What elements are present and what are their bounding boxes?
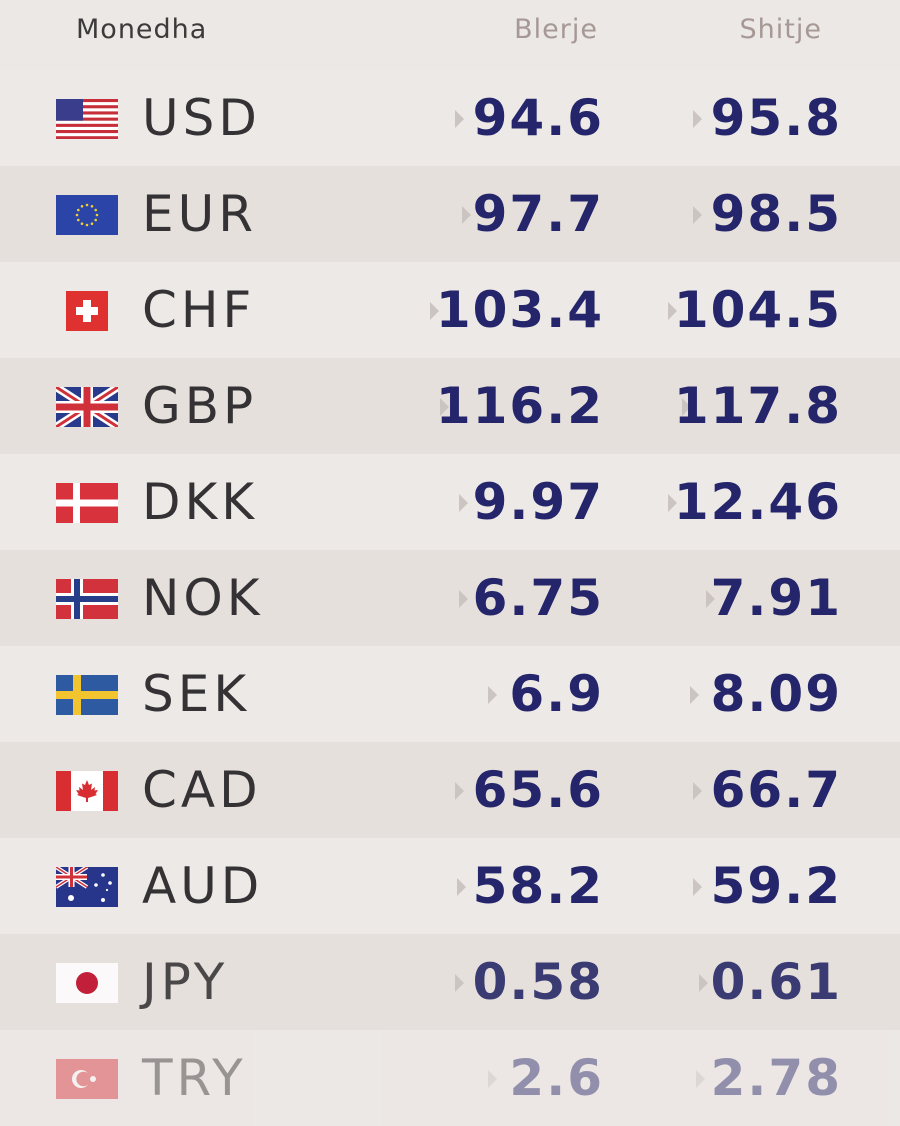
sweden-flag-icon	[56, 675, 118, 715]
rate-row-nok[interactable]: NOK 6.75 7.91	[0, 550, 900, 646]
rate-row-usd[interactable]: USD 94.6 95.8	[0, 70, 900, 166]
chevron-right-icon	[693, 878, 702, 896]
rate-row-dkk[interactable]: DKK 9.97 12.46	[0, 454, 900, 550]
us-flag-icon	[56, 99, 118, 139]
currency-code: NOK	[142, 569, 264, 627]
rate-row-jpy[interactable]: JPY 0.58 0.61	[0, 934, 900, 1030]
japan-flag-icon	[56, 963, 118, 1003]
currency-code: TRY	[142, 1049, 247, 1107]
currency-code: DKK	[142, 473, 259, 531]
turkey-flag-icon	[56, 1059, 118, 1099]
eu-flag-icon	[56, 195, 118, 235]
buy-rate: 0.58	[472, 953, 604, 1011]
buy-rate: 58.2	[472, 857, 604, 915]
rate-row-cad[interactable]: CAD 65.6 66.7	[0, 742, 900, 838]
australia-flag-icon	[56, 867, 118, 907]
sell-rate: 98.5	[710, 185, 842, 243]
buy-rate: 65.6	[472, 761, 604, 819]
chevron-right-icon	[459, 590, 468, 608]
sell-rate: 0.61	[710, 953, 842, 1011]
rate-row-gbp[interactable]: GBP 116.2 117.8	[0, 358, 900, 454]
chevron-right-icon	[462, 206, 471, 224]
rate-row-aud[interactable]: AUD 58.2 59.2	[0, 838, 900, 934]
chevron-right-icon	[706, 590, 715, 608]
buy-rate: 6.75	[472, 569, 604, 627]
chevron-right-icon	[488, 1070, 497, 1088]
rate-row-try[interactable]: TRY 2.6 2.78	[0, 1030, 900, 1126]
chevron-right-icon	[455, 974, 464, 992]
chevron-right-icon	[693, 206, 702, 224]
sell-rate: 95.8	[710, 89, 842, 147]
chevron-right-icon	[430, 302, 439, 320]
chevron-right-icon	[488, 686, 497, 704]
header-currency: Monedha	[76, 14, 208, 45]
currency-code: CAD	[142, 761, 262, 819]
chevron-right-icon	[690, 686, 699, 704]
sell-rate: 59.2	[710, 857, 842, 915]
buy-rate: 9.97	[472, 473, 604, 531]
sell-rate: 12.46	[673, 473, 842, 531]
chevron-right-icon	[440, 398, 449, 416]
sell-rate: 66.7	[710, 761, 842, 819]
table-header: Monedha Blerje Shitje	[0, 0, 900, 70]
chevron-right-icon	[668, 302, 677, 320]
chevron-right-icon	[455, 782, 464, 800]
chevron-right-icon	[457, 878, 466, 896]
chevron-right-icon	[693, 782, 702, 800]
chevron-right-icon	[696, 1070, 705, 1088]
buy-rate: 94.6	[472, 89, 604, 147]
chevron-right-icon	[682, 398, 691, 416]
sell-rate: 117.8	[673, 377, 842, 435]
currency-code: SEK	[142, 665, 251, 723]
uk-flag-icon	[56, 387, 118, 427]
chevron-right-icon	[668, 494, 677, 512]
chevron-right-icon	[699, 974, 708, 992]
currency-code: EUR	[142, 185, 257, 243]
rate-row-sek[interactable]: SEK 6.9 8.09	[0, 646, 900, 742]
chevron-right-icon	[459, 494, 468, 512]
chevron-right-icon	[455, 110, 464, 128]
chevron-right-icon	[693, 110, 702, 128]
buy-rate: 2.6	[509, 1049, 604, 1107]
sell-rate: 104.5	[673, 281, 842, 339]
canada-flag-icon	[56, 771, 118, 811]
buy-rate: 103.4	[435, 281, 604, 339]
buy-rate: 116.2	[435, 377, 604, 435]
currency-code: CHF	[142, 281, 256, 339]
currency-code: JPY	[142, 953, 229, 1011]
sell-rate: 7.91	[710, 569, 842, 627]
denmark-flag-icon	[56, 483, 118, 523]
rate-row-eur[interactable]: EUR 97.7 98.5	[0, 166, 900, 262]
currency-code: USD	[142, 89, 261, 147]
currency-code: GBP	[142, 377, 258, 435]
sell-rate: 2.78	[710, 1049, 842, 1107]
currency-code: AUD	[142, 857, 264, 915]
header-buy: Blerje	[514, 14, 598, 45]
buy-rate: 97.7	[472, 185, 604, 243]
sell-rate: 8.09	[710, 665, 842, 723]
header-sell: Shitje	[739, 14, 822, 45]
swiss-flag-icon	[66, 291, 108, 331]
norway-flag-icon	[56, 579, 118, 619]
rate-row-chf[interactable]: CHF 103.4 104.5	[0, 262, 900, 358]
buy-rate: 6.9	[509, 665, 604, 723]
